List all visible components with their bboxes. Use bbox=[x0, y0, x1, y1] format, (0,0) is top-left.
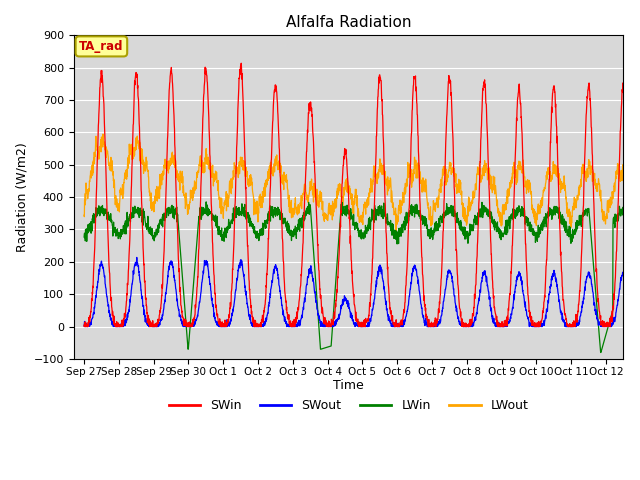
Y-axis label: Radiation (W/m2): Radiation (W/m2) bbox=[15, 142, 28, 252]
SWout bbox=[80, 323, 88, 329]
Line: SWout: SWout bbox=[84, 257, 640, 326]
LWin bbox=[396, 228, 404, 233]
SWin bbox=[562, 315, 570, 321]
SWin bbox=[531, 324, 538, 329]
X-axis label: Time: Time bbox=[333, 379, 364, 392]
LWout bbox=[136, 157, 144, 163]
SWout bbox=[396, 323, 404, 329]
LWin bbox=[637, 324, 640, 329]
LWin bbox=[531, 228, 538, 234]
Legend: SWin, SWout, LWin, LWout: SWin, SWout, LWin, LWout bbox=[163, 395, 534, 418]
SWout bbox=[531, 324, 538, 329]
SWin bbox=[237, 60, 245, 66]
LWout bbox=[562, 189, 570, 194]
SWin bbox=[637, 324, 640, 329]
SWin bbox=[630, 303, 637, 309]
LWout bbox=[256, 199, 264, 204]
Text: TA_rad: TA_rad bbox=[79, 40, 124, 53]
SWin bbox=[80, 322, 88, 328]
LWout bbox=[531, 206, 538, 212]
SWin bbox=[257, 324, 264, 329]
Line: LWin: LWin bbox=[84, 202, 640, 352]
SWout bbox=[136, 279, 144, 285]
SWin bbox=[396, 319, 404, 325]
LWin bbox=[597, 349, 605, 355]
SWout bbox=[637, 324, 640, 329]
SWin bbox=[81, 324, 88, 329]
LWout bbox=[637, 324, 640, 329]
LWin bbox=[562, 229, 570, 235]
Title: Alfalfa Radiation: Alfalfa Radiation bbox=[286, 15, 412, 30]
LWout bbox=[80, 212, 88, 218]
SWout bbox=[630, 319, 637, 325]
LWin bbox=[202, 199, 210, 205]
SWout bbox=[562, 324, 570, 329]
SWout bbox=[81, 324, 89, 329]
LWout bbox=[396, 197, 404, 203]
LWout bbox=[629, 182, 637, 188]
LWout bbox=[99, 131, 107, 137]
SWin bbox=[136, 141, 144, 146]
LWin bbox=[630, 221, 637, 227]
LWin bbox=[256, 233, 264, 239]
SWout bbox=[133, 254, 141, 260]
LWin bbox=[80, 234, 88, 240]
Line: SWin: SWin bbox=[84, 63, 640, 326]
SWout bbox=[257, 323, 264, 328]
Line: LWout: LWout bbox=[84, 134, 640, 326]
LWin bbox=[136, 211, 143, 216]
